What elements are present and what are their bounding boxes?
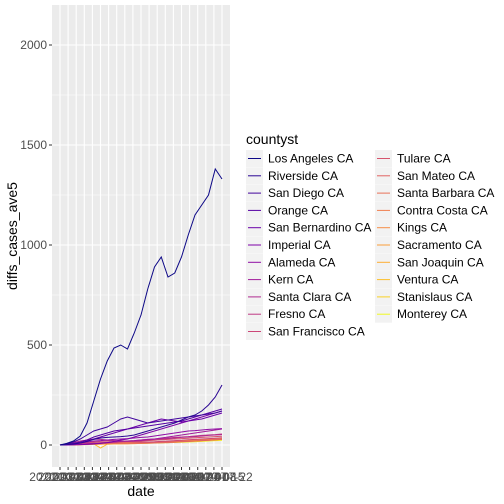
- legend-label: Kings CA: [397, 221, 447, 235]
- legend-label: Imperial CA: [268, 238, 331, 252]
- legend-label: Fresno CA: [268, 307, 325, 321]
- legend-items: Los Angeles CA Riverside CA San Diego CA Or…: [246, 150, 494, 340]
- legend-label: Monterey CA: [397, 307, 467, 321]
- series-lines: [59, 167, 223, 449]
- series-line: [60, 410, 223, 446]
- legend-label: San Francisco CA: [268, 325, 365, 339]
- x-tick-label: 2020-03-11: [38, 470, 99, 484]
- series-line: [59, 384, 223, 446]
- y-axis-title: diffs_cases_ave5: [4, 182, 20, 290]
- series-line: [59, 437, 223, 446]
- legend-label: Riverside CA: [268, 169, 338, 183]
- x-tick-label: 2020-03-18: [46, 470, 108, 484]
- legend-label: Santa Barbara CA: [397, 186, 494, 200]
- x-axis: 2020-03-042020-03-112020-03-182020-03-25…: [29, 467, 253, 484]
- legend-label: Kern CA: [268, 273, 313, 287]
- x-tick-label: 2020-05-20: [118, 470, 180, 484]
- x-tick-label: 2020-06-24: [159, 470, 221, 484]
- series-line: [59, 428, 223, 446]
- legend-label: Contra Costa CA: [397, 203, 488, 217]
- x-tick-label: 2020-06-17: [151, 470, 213, 484]
- x-axis-title: date: [127, 483, 154, 499]
- legend-title: countyst: [246, 131, 298, 147]
- legend: countyst Los Angeles CA Riverside CA San D…: [246, 131, 494, 340]
- x-tick-label: 2020-05-06: [102, 470, 164, 484]
- x-tick-label: 2020-04-22: [86, 470, 148, 484]
- legend-label: Stanislaus CA: [397, 290, 472, 304]
- legend-label: San Bernardino CA: [268, 221, 371, 235]
- y-tick-label: 1000: [20, 238, 47, 252]
- x-tick-label: 2020-07-01: [167, 470, 229, 484]
- x-tick-label: 2020-04-08: [70, 470, 132, 484]
- legend-label: Santa Clara CA: [268, 290, 351, 304]
- x-tick-label: 2020-06-10: [143, 470, 205, 484]
- x-tick-label: 2020-05-13: [110, 470, 172, 484]
- x-tick-label: 2020-04-29: [94, 470, 156, 484]
- x-tick-label: 2020-03-04: [29, 470, 91, 484]
- x-tick-label: 2020-04-15: [78, 470, 140, 484]
- legend-label: Los Angeles CA: [268, 152, 353, 166]
- x-tick-label: 2020-07-15: [183, 470, 245, 484]
- y-tick-label: 0: [40, 438, 47, 452]
- x-tick-label: 2020-07-22: [191, 470, 253, 484]
- y-tick-label: 500: [27, 338, 47, 352]
- legend-label: Alameda CA: [268, 255, 335, 269]
- x-tick-label: 2020-07-08: [175, 470, 237, 484]
- series-line: [59, 410, 223, 446]
- legend-label: Sacramento CA: [397, 238, 482, 252]
- grid-lines: [52, 5, 230, 467]
- legend-label: San Joaquin CA: [397, 255, 484, 269]
- legend-label: San Mateo CA: [397, 169, 475, 183]
- x-tick-label: 2020-04-01: [62, 470, 124, 484]
- y-axis: 0 500 1000 1500 2000: [20, 38, 52, 452]
- legend-label: San Diego CA: [268, 186, 344, 200]
- x-tick-label: 2020-05-27: [127, 470, 189, 484]
- series-line: [59, 428, 223, 446]
- series-line: [59, 408, 223, 446]
- legend-label: Ventura CA: [397, 273, 458, 287]
- y-tick-label: 2000: [20, 38, 47, 52]
- series-line: [59, 167, 223, 446]
- y-tick-label: 1500: [20, 138, 47, 152]
- x-tick-label: 2020-03-25: [54, 470, 116, 484]
- legend-label: Tulare CA: [397, 152, 451, 166]
- x-tick-label: 2020-06-03: [135, 470, 197, 484]
- legend-label: Orange CA: [268, 203, 328, 217]
